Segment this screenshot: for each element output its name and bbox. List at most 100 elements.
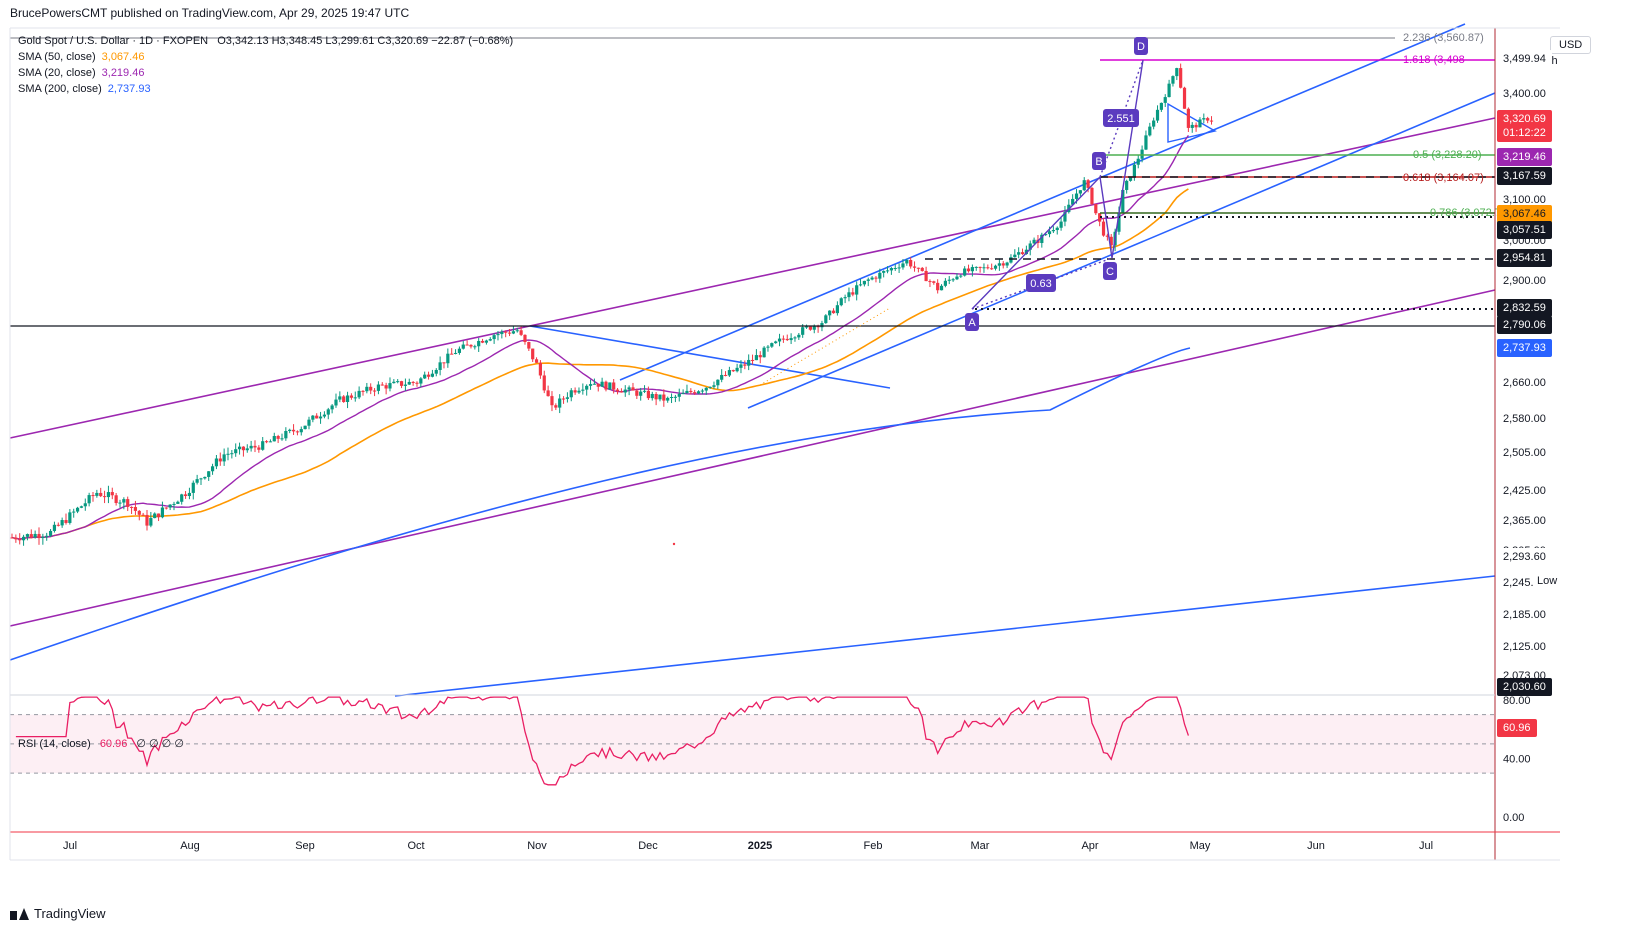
candle-body <box>29 534 33 538</box>
candle-body <box>164 507 168 509</box>
candle-body <box>168 504 172 508</box>
candle-body <box>750 359 755 361</box>
candle-body <box>600 381 604 387</box>
brand-text: TradingView <box>34 906 106 921</box>
legend-sma50[interactable]: SMA (50, close) 3,067.46 <box>18 49 513 65</box>
candle-body <box>1105 235 1109 237</box>
candle-body <box>477 340 481 347</box>
candle-body <box>446 353 450 364</box>
candle-body <box>619 391 624 393</box>
candle-body <box>288 429 292 431</box>
time-tick: Jun <box>1307 840 1325 852</box>
candle-body <box>322 414 327 417</box>
candle-body <box>37 533 41 539</box>
price-tag: 2,737.93 <box>1497 339 1552 357</box>
candle-body <box>1017 252 1021 255</box>
candle-body <box>924 270 928 282</box>
candle-body <box>723 374 728 376</box>
candle-body <box>870 277 874 280</box>
candle-body <box>122 499 126 503</box>
low-label: Low <box>1533 574 1562 588</box>
candle-body <box>75 507 80 512</box>
candle-body <box>83 503 87 507</box>
candle-body <box>882 271 886 273</box>
candle-body <box>25 534 30 537</box>
price-tag: 2,030.60 <box>1497 678 1552 696</box>
candle-body <box>56 524 60 526</box>
candle-body <box>820 323 824 328</box>
ohlc-values: O3,342.13 H3,348.45 L3,299.61 C3,320.69 … <box>217 35 514 47</box>
triangle-pattern <box>1167 102 1217 143</box>
candle-body <box>1055 227 1059 231</box>
candle-body <box>137 510 141 515</box>
sma50-line <box>11 188 1189 540</box>
candle-body <box>372 390 377 392</box>
rsi-legend[interactable]: RSI (14, close) 60.96 ∅ ∅ ∅ ∅ <box>18 736 184 752</box>
candle-body <box>500 331 504 335</box>
candle-body <box>1209 120 1214 122</box>
legend-sma200[interactable]: SMA (200, close) 2,737.93 <box>18 81 513 97</box>
symbol-name[interactable]: Gold Spot / U.S. Dollar · 1D · FXOPEN <box>18 35 209 47</box>
candle-body <box>677 393 681 397</box>
candle-body <box>156 513 161 518</box>
candle-body <box>1206 118 1210 121</box>
rsi-tick: 80.00 <box>1503 695 1531 707</box>
ratio-label: 0.63 <box>1030 278 1051 290</box>
candle-body <box>64 520 68 523</box>
candle-body <box>569 390 573 398</box>
candle-body <box>241 446 246 451</box>
candle-body <box>639 391 643 396</box>
candle-body <box>1090 187 1094 204</box>
price-tick: 2,580.00 <box>1503 413 1546 425</box>
candle-body <box>357 390 361 398</box>
candle-body <box>700 390 704 392</box>
candle-body <box>901 263 905 268</box>
candle-body <box>442 362 446 364</box>
candle-body <box>95 492 99 496</box>
candle-body <box>353 397 357 399</box>
candle-body <box>295 431 300 433</box>
candle-body <box>596 383 600 387</box>
candle-body <box>79 506 84 508</box>
candle-body <box>1098 213 1102 222</box>
candle-body <box>1005 262 1009 266</box>
candle-body <box>315 415 319 419</box>
fib-level-label: 0.618 (3,164.07) <box>1403 172 1484 184</box>
candle-body <box>419 378 423 384</box>
candle-body <box>866 279 870 281</box>
legend-sma20[interactable]: SMA (20, close) 3,219.46 <box>18 65 513 81</box>
candle-body <box>947 279 951 281</box>
candle-body <box>970 267 974 272</box>
candle-body <box>743 364 747 366</box>
candle-body <box>909 259 913 267</box>
candle-body <box>68 512 72 523</box>
candle-body <box>52 524 57 531</box>
candle-body <box>45 535 49 537</box>
candle-body <box>812 325 816 330</box>
candle-body <box>1182 87 1187 109</box>
candle-body <box>249 445 253 449</box>
candle-body <box>349 395 354 398</box>
candle-body <box>1082 180 1086 191</box>
candle-body <box>797 334 801 338</box>
candle-body <box>21 536 26 541</box>
candle-body <box>457 348 462 353</box>
candle-body <box>615 389 620 392</box>
candle-body <box>990 268 994 270</box>
candle-body <box>943 280 947 286</box>
candle-body <box>1059 221 1063 228</box>
currency-button[interactable]: USD <box>1550 36 1592 54</box>
wave-label-b: B <box>1095 156 1102 168</box>
candle-body <box>99 492 103 497</box>
candle-body <box>334 399 338 406</box>
candle-body <box>191 482 195 493</box>
candle-body <box>465 344 469 346</box>
candle-body <box>388 383 392 389</box>
candle-body <box>426 374 431 377</box>
candle-body <box>666 397 670 401</box>
candle-body <box>808 326 812 330</box>
candle-body <box>739 364 743 368</box>
candle-body <box>581 389 585 391</box>
candle-body <box>365 386 369 392</box>
candle-body <box>936 282 940 291</box>
